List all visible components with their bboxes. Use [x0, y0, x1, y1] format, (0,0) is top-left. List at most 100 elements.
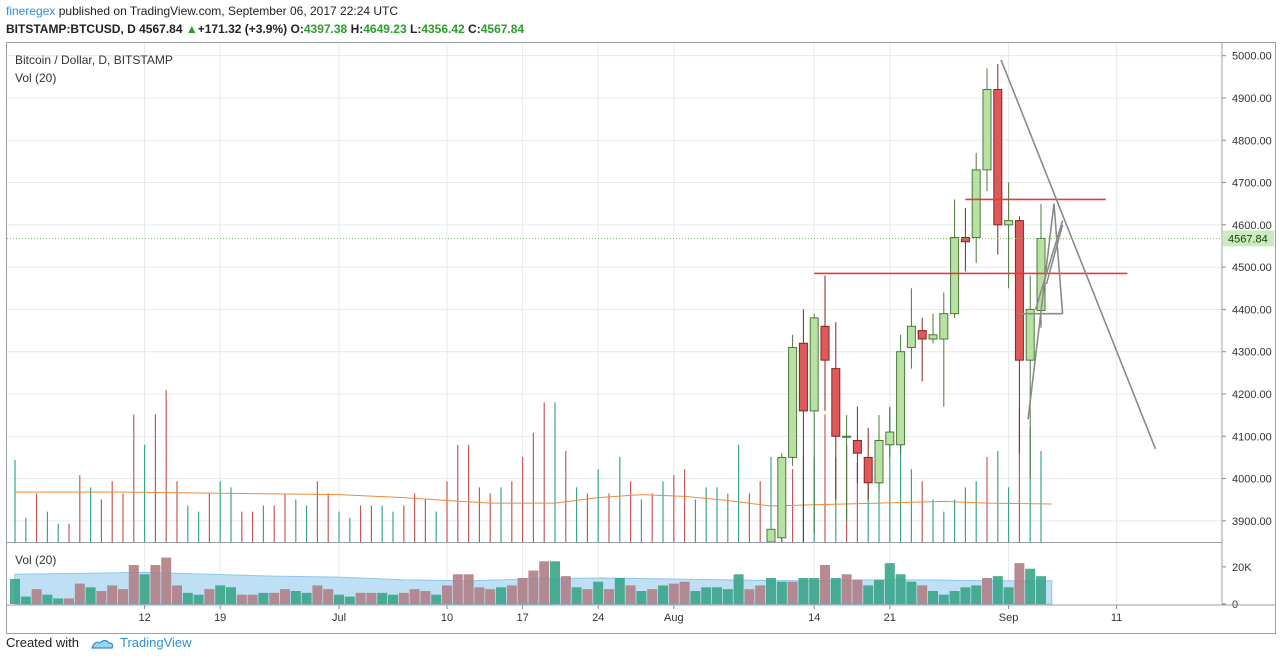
volume-bar	[398, 592, 409, 604]
symbol-label: BITSTAMP:BTCUSD, D	[6, 22, 136, 36]
volume-bar	[528, 570, 539, 604]
volume-bar	[744, 589, 755, 604]
volume-bar	[625, 585, 636, 604]
x-tick-label: Aug	[664, 612, 684, 624]
candle-body	[777, 456, 787, 539]
axes: 3900.00 4000.00 4100.00 4200.00 4300.00 4400.…	[7, 43, 1275, 624]
created-with-label: Created with	[6, 635, 79, 650]
volume-bar	[334, 594, 344, 604]
volume-bar	[712, 587, 722, 604]
volume-bar	[355, 592, 366, 604]
candle-body	[950, 237, 960, 315]
tradingview-logo-icon	[90, 639, 113, 649]
volume-bar	[776, 581, 787, 604]
volume-bar	[517, 578, 528, 604]
low-label: L:	[409, 22, 422, 36]
publish-text: published on TradingView.com, September …	[58, 4, 399, 18]
volume-bar	[388, 594, 398, 604]
volume-bar	[193, 594, 204, 604]
drawing-annotations: 4567.84	[7, 59, 1274, 450]
candle-body	[831, 368, 841, 437]
volume-bar	[377, 592, 388, 604]
y-tick-label: 4800.00	[1232, 135, 1272, 147]
volume-bar	[96, 591, 107, 604]
volume-bar	[604, 589, 614, 604]
volume-bar	[755, 585, 766, 604]
y-tick-label: 5000.00	[1232, 51, 1272, 63]
volume-bar	[906, 581, 917, 604]
volume-bar	[1025, 568, 1036, 604]
y-tick-label: 3900.00	[1232, 516, 1272, 528]
volume-bar	[128, 565, 139, 604]
volume-bar	[366, 592, 377, 604]
y-tick-label: 4700.00	[1232, 178, 1272, 190]
volume-bar	[614, 578, 625, 604]
volume-bar	[269, 592, 280, 604]
volume-bar	[431, 594, 442, 604]
volume-bar	[928, 591, 938, 604]
volume-bar	[53, 598, 64, 604]
x-tick-label: 11	[1111, 612, 1122, 624]
candle-body	[788, 346, 798, 458]
volume-bar	[938, 594, 949, 604]
volume-bar	[820, 565, 830, 604]
volume-bar	[139, 574, 150, 604]
candle-body	[820, 325, 830, 361]
volume-bar	[593, 581, 604, 604]
trend-line-gray	[1000, 59, 1157, 450]
volume-pane-legend[interactable]: Vol (20)	[15, 553, 57, 567]
candle-body	[1014, 220, 1024, 361]
volume-bar	[506, 585, 517, 604]
volume-bar	[798, 578, 809, 604]
footer: Created with TradingView	[6, 635, 406, 655]
x-tick-label: 17	[516, 612, 528, 624]
publish-line: fineregex published on TradingView.com, …	[6, 4, 398, 18]
volume-bar	[150, 565, 161, 604]
candle-body	[960, 237, 970, 243]
y-tick-label: 4400.00	[1232, 304, 1272, 316]
candle-body	[1025, 308, 1035, 361]
x-tick-label: Jul	[332, 612, 346, 624]
volume-bar	[236, 594, 247, 604]
volume-bar	[204, 589, 215, 604]
low-value: 4356.42	[421, 22, 465, 36]
volume-tick-label: 20K	[1232, 562, 1252, 574]
volume-bar	[312, 585, 323, 604]
candle-body	[852, 440, 862, 454]
volume-ma-line	[15, 491, 1052, 507]
author-link[interactable]: fineregex	[6, 4, 56, 18]
x-tick-label: 19	[214, 612, 226, 624]
candle-body	[917, 330, 927, 340]
volume-bar	[809, 578, 820, 604]
volume-bar	[539, 561, 550, 604]
volume-bar	[474, 587, 485, 604]
volume-bar	[215, 585, 226, 604]
tradingview-link[interactable]: TradingView	[120, 635, 192, 650]
volume-bar	[690, 591, 701, 604]
symbol-legend[interactable]: Bitcoin / Dollar, D, BITSTAMP	[15, 53, 173, 67]
volume-bar	[280, 589, 290, 604]
volume-bar	[971, 585, 982, 604]
volume-bar	[226, 587, 236, 604]
y-tick-label: 4600.00	[1232, 220, 1272, 232]
candle-body	[971, 169, 981, 239]
candle-body	[928, 334, 938, 340]
candle-body	[809, 317, 819, 412]
x-tick-label: 12	[138, 612, 150, 624]
volume-bar	[10, 578, 20, 604]
y-tick-label: 4500.00	[1232, 262, 1272, 274]
volume-bar	[863, 585, 874, 604]
volume-ma-line	[15, 491, 1052, 507]
volume-legend[interactable]: Vol (20)	[15, 71, 57, 85]
candle-body	[874, 440, 884, 484]
volume-bar	[982, 578, 992, 604]
candle-body	[798, 342, 808, 412]
volume-bar	[701, 587, 712, 604]
candle-body	[766, 528, 776, 543]
candles	[766, 64, 1046, 543]
trend-line-gray	[1034, 220, 1064, 310]
volume-bar	[895, 574, 906, 604]
volume-bar	[463, 574, 474, 604]
last-price: 4567.84	[139, 22, 183, 36]
